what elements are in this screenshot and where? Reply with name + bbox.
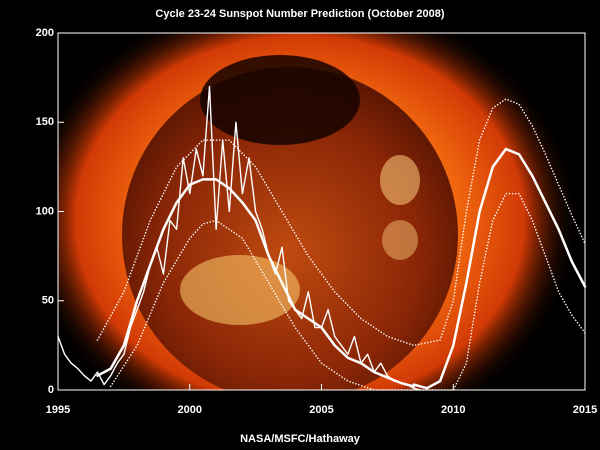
y-tick-label: 50 [42, 295, 54, 307]
y-tick-label: 100 [36, 205, 54, 217]
series-line [109, 192, 586, 391]
x-tick-label: 2010 [441, 404, 465, 416]
series-line [57, 85, 421, 391]
chart-title: Cycle 23-24 Sunspot Number Prediction (O… [155, 8, 444, 20]
active-region [180, 255, 300, 325]
y-tick-label: 150 [36, 116, 54, 128]
series-line [412, 147, 587, 390]
series-line [96, 98, 586, 347]
y-tick-label: 0 [48, 384, 54, 396]
x-tick-label: 1995 [46, 404, 70, 416]
x-tick-label: 2005 [309, 404, 333, 416]
credit: NASA/MSFC/Hathaway [240, 433, 361, 445]
y-tick-label: 200 [36, 27, 54, 39]
active-region [380, 155, 420, 205]
x-tick-label: 2000 [178, 404, 202, 416]
series-line [96, 178, 415, 388]
active-region [382, 220, 418, 260]
coronal-hole [200, 55, 360, 145]
x-tick-label: 2015 [573, 404, 597, 416]
sun-image [58, 33, 580, 390]
